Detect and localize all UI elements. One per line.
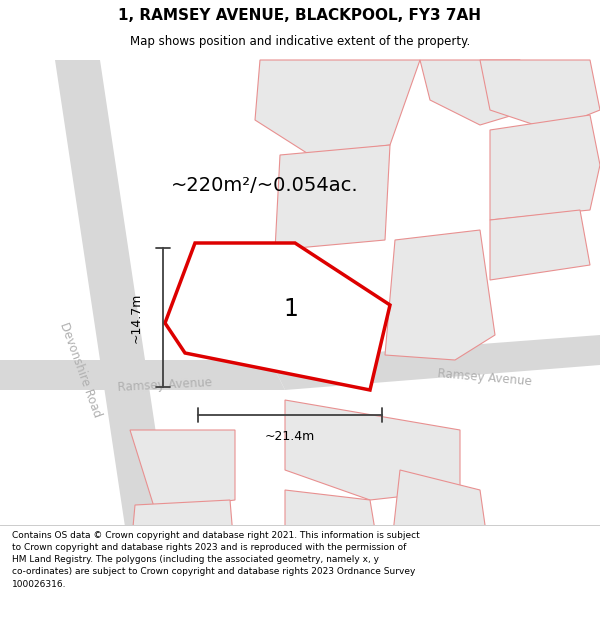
Polygon shape <box>165 243 390 390</box>
Polygon shape <box>285 490 380 560</box>
Polygon shape <box>55 60 175 560</box>
Polygon shape <box>255 60 420 155</box>
Polygon shape <box>385 230 495 360</box>
Polygon shape <box>285 400 460 500</box>
Polygon shape <box>480 60 600 130</box>
Text: ~14.7m: ~14.7m <box>130 292 143 342</box>
Polygon shape <box>130 430 235 510</box>
Polygon shape <box>130 500 235 560</box>
Text: Ramsey Avenue: Ramsey Avenue <box>437 368 533 389</box>
Polygon shape <box>390 470 490 560</box>
Text: ~220m²/~0.054ac.: ~220m²/~0.054ac. <box>171 176 359 194</box>
Text: Devonshire Road: Devonshire Road <box>57 321 103 419</box>
Polygon shape <box>420 60 530 125</box>
Polygon shape <box>490 115 600 220</box>
Polygon shape <box>490 210 590 280</box>
Polygon shape <box>0 360 285 390</box>
Text: Ramsey Avenue: Ramsey Avenue <box>118 376 212 394</box>
Text: ~21.4m: ~21.4m <box>265 429 315 442</box>
Polygon shape <box>275 145 390 250</box>
Polygon shape <box>270 335 600 390</box>
Text: 1: 1 <box>283 298 298 321</box>
Text: Contains OS data © Crown copyright and database right 2021. This information is : Contains OS data © Crown copyright and d… <box>12 531 420 589</box>
Text: 1, RAMSEY AVENUE, BLACKPOOL, FY3 7AH: 1, RAMSEY AVENUE, BLACKPOOL, FY3 7AH <box>119 8 482 23</box>
Text: Map shows position and indicative extent of the property.: Map shows position and indicative extent… <box>130 35 470 48</box>
